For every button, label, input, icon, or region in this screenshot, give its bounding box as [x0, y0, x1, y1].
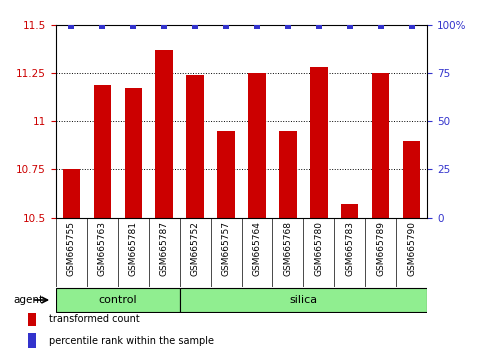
- Text: GSM665780: GSM665780: [314, 221, 324, 276]
- Bar: [28, 333, 36, 348]
- Bar: [280, 131, 297, 218]
- Point: [253, 23, 261, 29]
- Bar: [94, 85, 111, 218]
- Text: GSM665781: GSM665781: [128, 221, 138, 276]
- Text: GSM665790: GSM665790: [408, 221, 416, 276]
- Point: [284, 23, 292, 29]
- Bar: [403, 141, 421, 218]
- Point: [67, 23, 75, 29]
- Text: silica: silica: [289, 295, 317, 305]
- Point: [98, 23, 106, 29]
- Point: [129, 23, 137, 29]
- Point: [408, 23, 416, 29]
- Bar: [125, 88, 142, 218]
- Bar: [28, 311, 36, 326]
- Bar: [248, 73, 266, 218]
- Bar: [180, 288, 427, 312]
- Text: GSM665783: GSM665783: [345, 221, 355, 276]
- Bar: [186, 75, 203, 218]
- Bar: [341, 204, 358, 218]
- Text: control: control: [98, 295, 137, 305]
- Point: [346, 23, 354, 29]
- Text: GSM665755: GSM665755: [67, 221, 75, 276]
- Text: GSM665768: GSM665768: [284, 221, 293, 276]
- Text: transformed count: transformed count: [49, 314, 140, 324]
- Text: GSM665789: GSM665789: [376, 221, 385, 276]
- Point: [315, 23, 323, 29]
- Text: GSM665752: GSM665752: [190, 221, 199, 276]
- Point: [377, 23, 385, 29]
- Text: GSM665757: GSM665757: [222, 221, 230, 276]
- Point: [191, 23, 199, 29]
- Text: agent: agent: [14, 295, 43, 305]
- Text: GSM665764: GSM665764: [253, 221, 261, 276]
- Bar: [62, 170, 80, 218]
- Bar: [56, 288, 180, 312]
- Bar: [156, 50, 172, 218]
- Text: GSM665787: GSM665787: [159, 221, 169, 276]
- Point: [222, 23, 230, 29]
- Bar: [217, 131, 235, 218]
- Text: percentile rank within the sample: percentile rank within the sample: [49, 336, 214, 346]
- Point: [160, 23, 168, 29]
- Bar: [311, 67, 327, 218]
- Bar: [372, 73, 389, 218]
- Text: GSM665763: GSM665763: [98, 221, 107, 276]
